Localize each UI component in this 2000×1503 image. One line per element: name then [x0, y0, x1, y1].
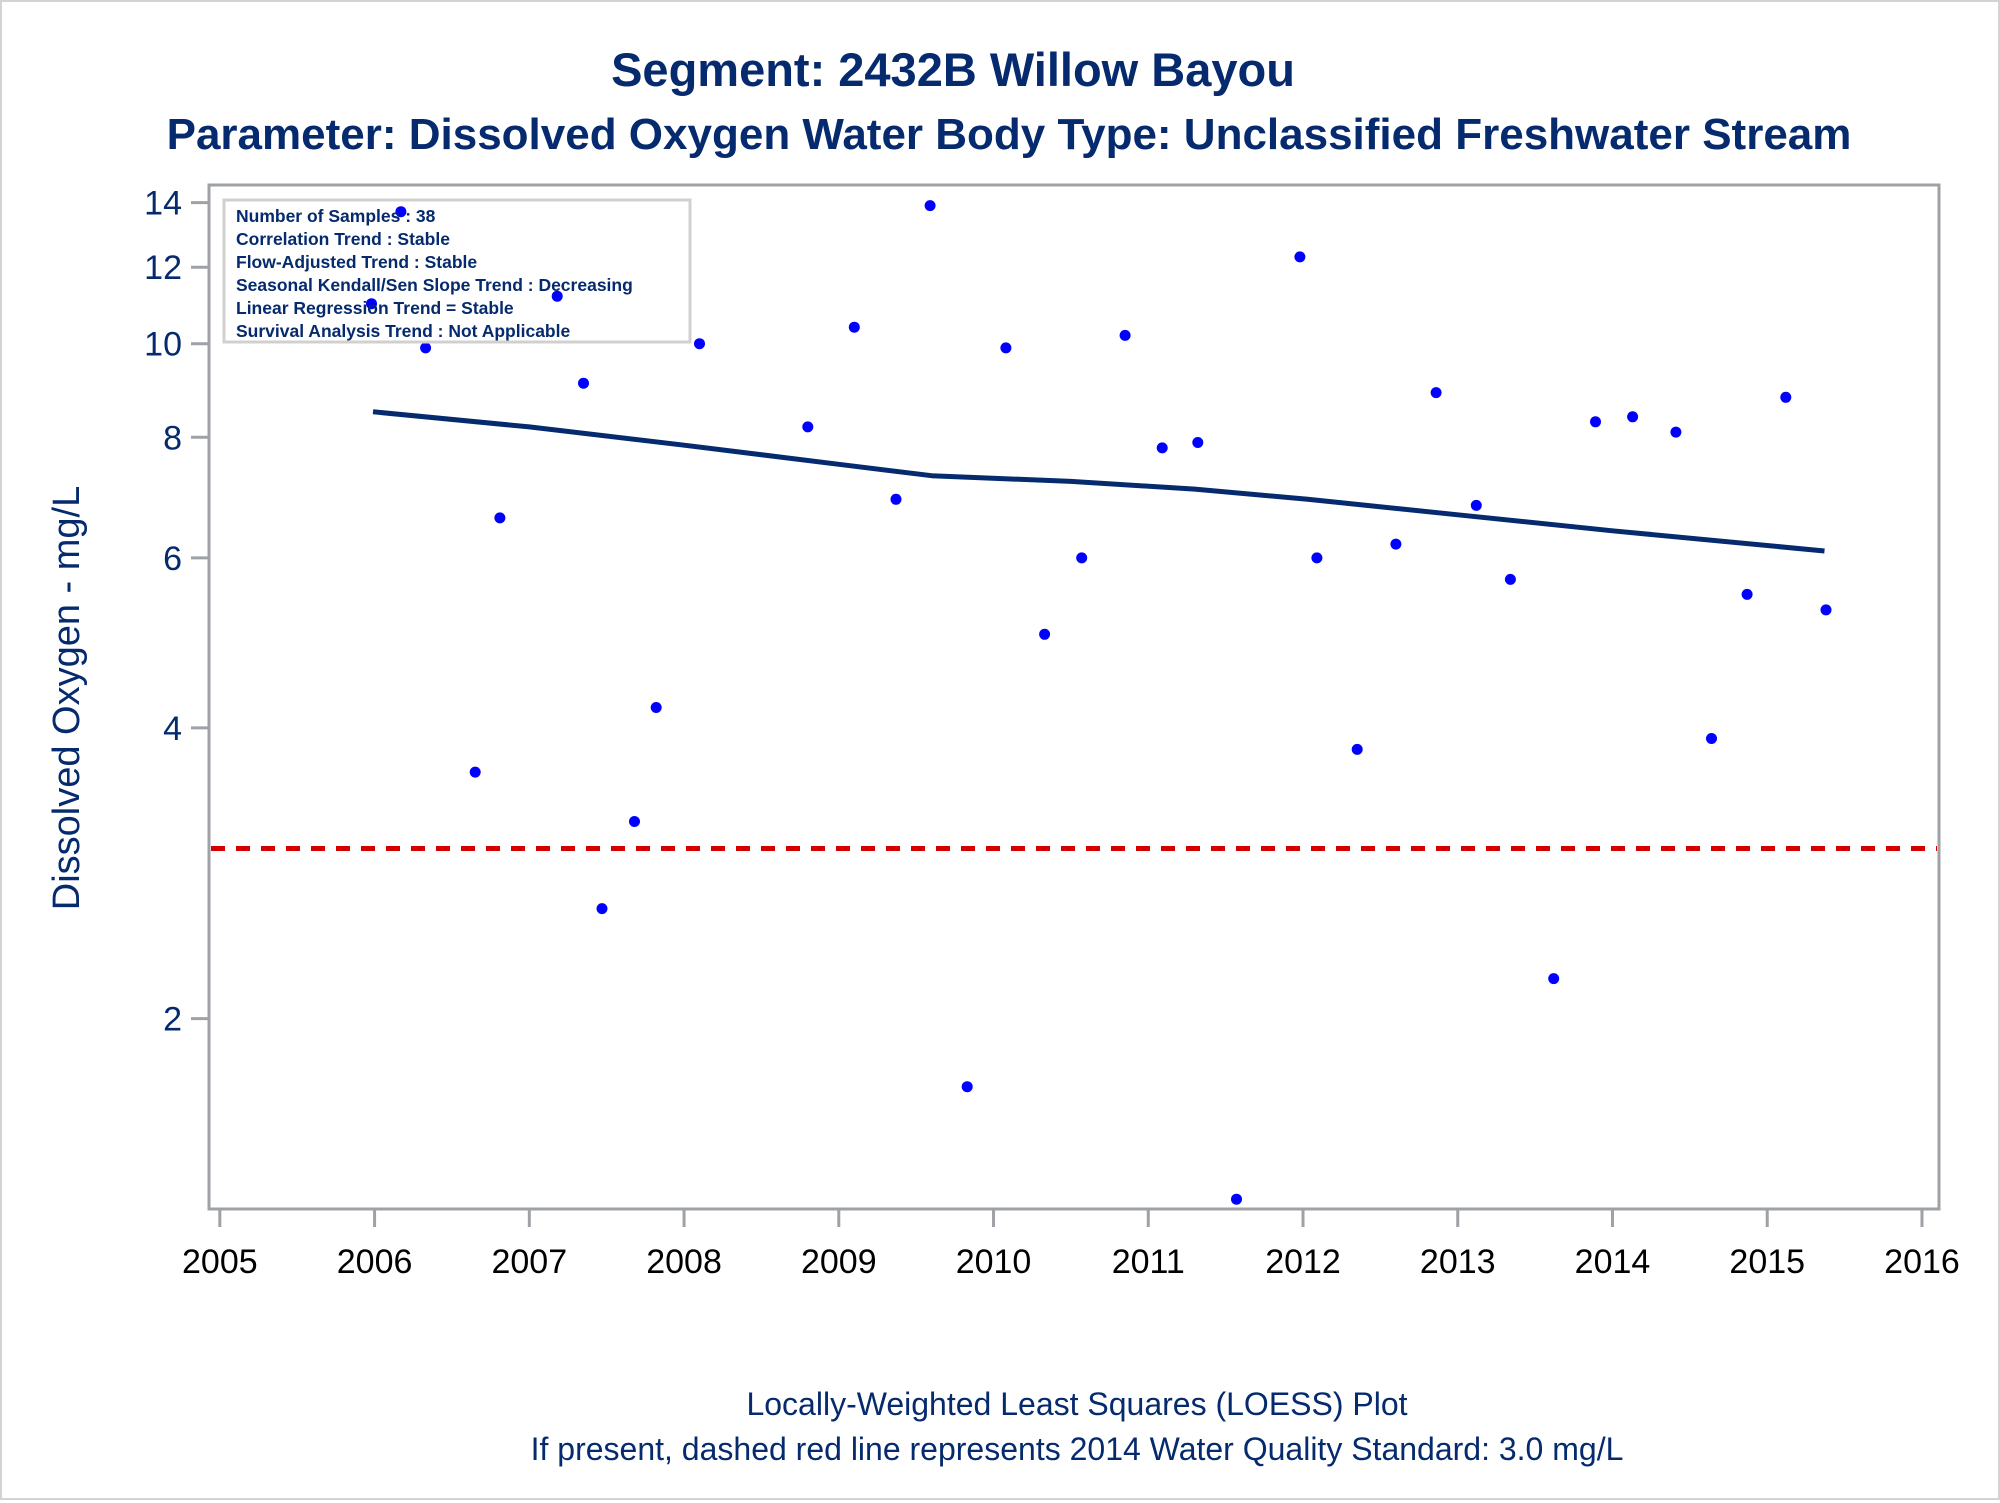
points-layer: [366, 200, 1832, 1205]
annotation-box-frame: [222, 198, 692, 344]
annotation-line: Linear Regression Trend = Stable: [236, 298, 514, 318]
data-point: [1548, 973, 1560, 985]
annotation-line: Seasonal Kendall/Sen Slope Trend : Decre…: [236, 275, 633, 295]
data-point: [848, 321, 860, 333]
y-tick-label: 6: [163, 540, 182, 578]
data-point: [1119, 329, 1131, 341]
data-point: [366, 298, 377, 310]
x-tick-label: 2010: [956, 1243, 1032, 1281]
annotation-box: Number of Samples : 38 Correlation Trend…: [222, 198, 692, 344]
data-point: [1076, 552, 1088, 564]
data-point: [802, 421, 814, 433]
data-point: [1390, 538, 1402, 550]
data-point: [629, 816, 640, 827]
data-point: [1294, 251, 1306, 263]
footnote-1: Locally-Weighted Least Squares (LOESS) P…: [746, 1386, 1407, 1422]
x-tick-label: 2013: [1420, 1243, 1496, 1281]
y-tick-label: 2: [163, 1001, 182, 1039]
data-point: [596, 903, 608, 915]
data-point: [1311, 552, 1323, 564]
data-point: [1627, 411, 1639, 423]
x-tick-label: 2015: [1729, 1243, 1805, 1281]
data-point: [650, 702, 662, 713]
annotation-line: Correlation Trend : Stable: [236, 229, 450, 249]
data-point: [551, 290, 563, 302]
data-point: [1039, 628, 1051, 640]
x-tick-label: 2006: [337, 1243, 413, 1281]
loess-line: [372, 409, 1825, 554]
plot-area: [207, 183, 1941, 1211]
chart-subtitle: Parameter: Dissolved Oxygen Water Body T…: [167, 110, 1852, 159]
x-tick-label: 2008: [646, 1243, 722, 1281]
y-tick-label: 14: [144, 185, 182, 223]
data-point: [395, 206, 407, 218]
data-point: [469, 766, 481, 778]
chart-title: Segment: 2432B Willow Bayou: [611, 43, 1295, 96]
loess-layer: [372, 409, 1825, 554]
x-tick-label: 2014: [1575, 1243, 1651, 1281]
data-point: [924, 200, 936, 212]
y-tick-label: 4: [163, 710, 182, 748]
data-point: [1430, 387, 1442, 399]
data-point: [1780, 391, 1792, 403]
x-tick-label: 2011: [1112, 1243, 1185, 1281]
data-point: [890, 493, 902, 505]
data-point: [420, 342, 432, 354]
data-point: [1351, 743, 1363, 755]
data-point: [961, 1081, 973, 1093]
data-point: [1706, 733, 1717, 744]
data-point: [1820, 604, 1832, 616]
x-axis: 2005 2006 2007 2008 2009 2010 2011 2012 2013 2014…: [182, 1209, 1960, 1281]
y-axis-label: Dissolved Oxygen - mg/L: [46, 486, 88, 911]
y-tick-label: 10: [144, 326, 182, 364]
data-point: [1470, 499, 1482, 511]
data-point: [694, 338, 705, 350]
annotation-line: Number of Samples : 38: [236, 206, 436, 226]
data-point: [1504, 573, 1516, 585]
x-tick-label: 2005: [182, 1243, 258, 1281]
data-point: [1231, 1193, 1242, 1205]
data-point: [1000, 342, 1012, 354]
footnote-2: If present, dashed red line represents 2…: [531, 1431, 1624, 1467]
data-point: [1590, 416, 1601, 428]
y-tick-label: 12: [144, 249, 182, 287]
data-point: [578, 377, 589, 389]
data-point: [1156, 442, 1168, 454]
y-axis: 2 4 6 8 10 12 14: [144, 185, 209, 1039]
y-tick-label: 8: [163, 419, 182, 457]
x-tick-label: 2012: [1265, 1243, 1341, 1281]
x-tick-label: 2009: [801, 1243, 877, 1281]
data-point: [1670, 426, 1682, 438]
data-point: [1192, 437, 1204, 448]
plot-frame: [207, 183, 1941, 1211]
data-point: [494, 512, 506, 524]
x-tick-label: 2007: [491, 1243, 567, 1281]
data-point: [1741, 588, 1753, 600]
x-tick-label: 2016: [1884, 1243, 1960, 1281]
annotation-line: Survival Analysis Trend : Not Applicable: [236, 321, 570, 341]
annotation-line: Flow-Adjusted Trend : Stable: [236, 252, 477, 272]
